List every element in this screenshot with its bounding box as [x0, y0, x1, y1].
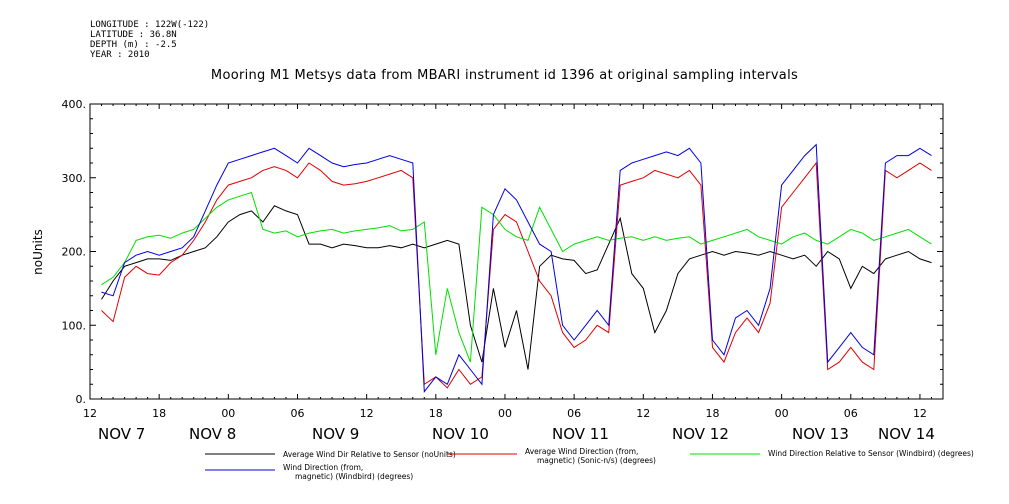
legend-label-2: Average Wind Direction (from,	[525, 447, 638, 456]
x-tick-label: 06	[844, 407, 858, 420]
x-tick-label: 06	[290, 407, 304, 420]
latitude-label: LATITUDE : 36.8N	[90, 30, 177, 40]
legend-label-3: Wind Direction Relative to Sensor (Windb…	[768, 449, 974, 458]
day-label: NOV 12	[672, 425, 729, 443]
y-tick-label: 400.	[62, 98, 87, 111]
y-axis-label: noUnits	[31, 229, 45, 275]
y-tick-label: 200.	[62, 246, 87, 259]
series-line-3	[101, 191, 932, 363]
x-tick-label: 00	[221, 407, 235, 420]
x-tick-label: 12	[636, 407, 650, 420]
longitude-label: LONGITUDE : 122W(-122)	[90, 20, 210, 30]
day-label: NOV 9	[312, 425, 359, 443]
x-tick-label: 12	[360, 407, 374, 420]
y-tick-label: 300.	[62, 172, 87, 185]
x-tick-label: 06	[567, 407, 581, 420]
x-tick-label: 18	[152, 407, 166, 420]
chart-title: Mooring M1 Metsys data from MBARI instru…	[210, 68, 799, 83]
x-tick-label: 00	[775, 407, 789, 420]
legend-label-2: magnetic) (Sonic-n/s) (degrees)	[537, 456, 656, 465]
series-layer	[101, 143, 932, 393]
day-label: NOV 8	[189, 425, 236, 443]
day-label: NOV 11	[552, 425, 609, 443]
day-label: NOV 10	[432, 425, 489, 443]
day-label: NOV 7	[98, 425, 145, 443]
series-line-2	[101, 161, 932, 389]
x-tick-label: 12	[83, 407, 97, 420]
y-tick-label: 100.	[62, 319, 87, 332]
legend: Average Wind Dir Relative to Sensor (noU…	[205, 447, 974, 481]
series-line-4	[101, 143, 932, 393]
series-line-1	[101, 205, 932, 370]
legend-label-1: Average Wind Dir Relative to Sensor (noU…	[283, 450, 456, 459]
x-tick-label: 18	[429, 407, 443, 420]
y-tick-label: 0.	[76, 393, 87, 406]
year-label: YEAR : 2010	[90, 50, 150, 60]
metadata-block: LONGITUDE : 122W(-122) LATITUDE : 36.8N …	[90, 20, 209, 60]
x-tick-label: 00	[498, 407, 512, 420]
y-axis: 0. 100. 200. 300. 400.	[62, 98, 943, 406]
plot-frame	[89, 103, 944, 400]
legend-label-4: Wind Direction (from,	[283, 463, 363, 472]
legend-label-4: magnetic) (Windbird) (degrees)	[295, 472, 413, 481]
depth-label: DEPTH (m) : -2.5	[90, 40, 177, 50]
x-tick-label: 18	[705, 407, 719, 420]
day-label: NOV 13	[792, 425, 849, 443]
day-label: NOV 14	[878, 425, 935, 443]
x-tick-label: 12	[913, 407, 927, 420]
